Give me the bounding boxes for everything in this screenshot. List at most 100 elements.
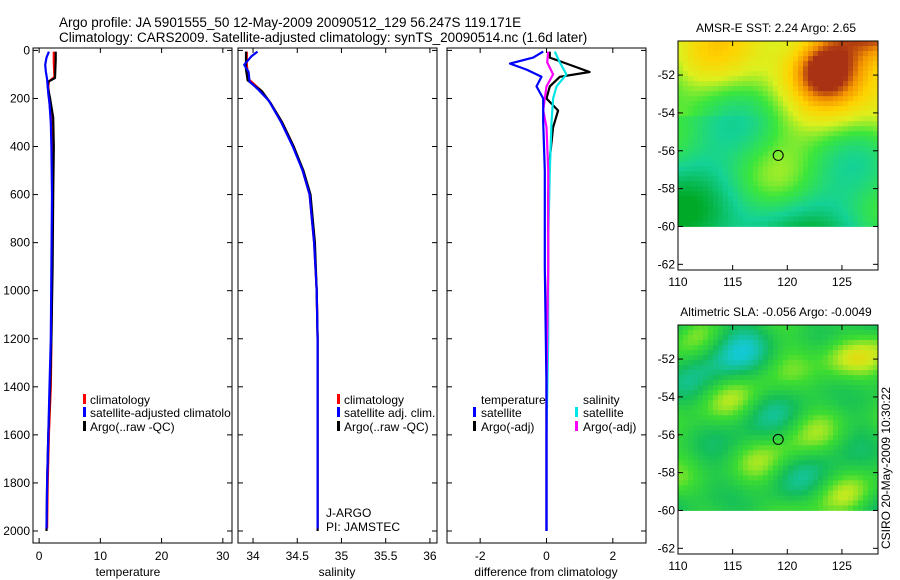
heatmap-cell <box>843 370 849 376</box>
heatmap-cell <box>868 460 874 466</box>
heatmap-cell <box>728 46 734 52</box>
heatmap-cell <box>843 385 849 391</box>
heatmap-cell <box>703 325 709 331</box>
heatmap-cell <box>838 490 844 496</box>
heatmap-cell <box>768 440 774 446</box>
heatmap-cell <box>828 126 834 132</box>
heatmap-cell <box>828 470 834 476</box>
heatmap-cell <box>798 126 804 132</box>
heatmap-cell <box>763 86 769 92</box>
heatmap-cell <box>813 470 819 476</box>
heatmap-cell <box>698 171 704 177</box>
heatmap-cell <box>768 116 774 122</box>
heatmap-cell <box>708 216 714 222</box>
heatmap-cell <box>838 66 844 72</box>
heatmap-cell <box>843 116 849 122</box>
heatmap-cell <box>808 46 814 52</box>
heatmap-cell <box>738 131 744 137</box>
heatmap-cell <box>753 171 759 177</box>
heatmap-cell <box>838 131 844 137</box>
heatmap-cell <box>873 390 879 396</box>
heatmap-cell <box>748 430 754 436</box>
heatmap-cell <box>743 480 749 486</box>
heatmap-cell <box>798 141 804 147</box>
heatmap-cell <box>793 146 799 152</box>
heatmap-cell <box>793 166 799 172</box>
heatmap-cell <box>818 106 824 112</box>
heatmap-cell <box>738 475 744 481</box>
heatmap-cell <box>863 360 869 366</box>
heatmap-cell <box>713 156 719 162</box>
heatmap-cell <box>768 151 774 157</box>
heatmap-cell <box>778 121 784 127</box>
heatmap-cell <box>848 61 854 67</box>
heatmap-cell <box>803 206 809 212</box>
heatmap-cell <box>843 61 849 67</box>
heatmap-cell <box>708 465 714 471</box>
heatmap-cell <box>718 380 724 386</box>
heatmap-cell <box>793 335 799 341</box>
heatmap-cell <box>708 126 714 132</box>
heatmap-cell <box>693 191 699 197</box>
heatmap-cell <box>758 400 764 406</box>
heatmap-cell <box>858 166 864 172</box>
heatmap-cell <box>708 385 714 391</box>
heatmap-cell <box>863 141 869 147</box>
heatmap-cell <box>743 186 749 192</box>
heatmap-cell <box>818 325 824 331</box>
heatmap-cell <box>873 106 879 112</box>
heatmap-cell <box>778 410 784 416</box>
heatmap-cell <box>758 121 764 127</box>
heatmap-cell <box>698 470 704 476</box>
heatmap-cell <box>818 76 824 82</box>
heatmap-cell <box>683 380 689 386</box>
heatmap-cell <box>818 330 824 336</box>
heatmap-cell <box>788 121 794 127</box>
heatmap-cell <box>783 156 789 162</box>
heatmap-cell <box>763 181 769 187</box>
heatmap-cell <box>698 181 704 187</box>
heatmap-cell <box>738 465 744 471</box>
heatmap-cell <box>868 201 874 207</box>
heatmap-cell <box>863 176 869 182</box>
heatmap-cell <box>858 335 864 341</box>
heatmap-cell <box>798 166 804 172</box>
heatmap-cell <box>858 116 864 122</box>
heatmap-cell <box>758 395 764 401</box>
heatmap-cell <box>868 480 874 486</box>
legend-label-salinity-satellite: satellite <box>583 406 624 420</box>
heatmap-cell <box>813 330 819 336</box>
heatmap-cell <box>713 430 719 436</box>
y-tick-label: -62 <box>658 541 676 555</box>
heatmap-cell <box>733 76 739 82</box>
heatmap-cell <box>828 420 834 426</box>
heatmap-cell <box>748 141 754 147</box>
heatmap-cell <box>748 345 754 351</box>
heatmap-cell <box>738 211 744 217</box>
heatmap-cell <box>773 46 779 52</box>
sst-map-panel: AMSR-E SST: 2.24 Argo: 2.65 110 115 120 125… <box>658 21 879 289</box>
heatmap-cell <box>798 420 804 426</box>
heatmap-cell <box>718 121 724 127</box>
heatmap-cell <box>768 475 774 481</box>
heatmap-cell <box>833 66 839 72</box>
heatmap-cell <box>753 375 759 381</box>
heatmap-cell <box>843 475 849 481</box>
heatmap-cell <box>733 465 739 471</box>
heatmap-cell <box>828 395 834 401</box>
heatmap-cell <box>693 206 699 212</box>
heatmap-cell <box>738 385 744 391</box>
heatmap-cell <box>803 465 809 471</box>
heatmap-cell <box>748 400 754 406</box>
heatmap-cell <box>743 91 749 97</box>
heatmap-cell <box>828 86 834 92</box>
heatmap-cell <box>738 460 744 466</box>
heatmap-cell <box>683 330 689 336</box>
heatmap-cell <box>708 445 714 451</box>
heatmap-cell <box>778 470 784 476</box>
heatmap-cell <box>723 66 729 72</box>
heatmap-cell <box>803 191 809 197</box>
heatmap-cell <box>698 440 704 446</box>
heatmap-cell <box>713 370 719 376</box>
heatmap-cell <box>853 181 859 187</box>
